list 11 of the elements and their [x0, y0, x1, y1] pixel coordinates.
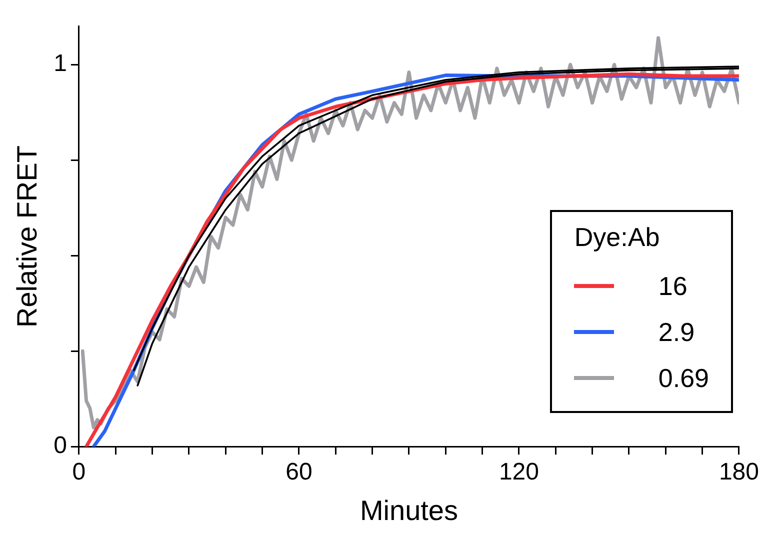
y-axis-title: Relative FRET [12, 145, 43, 328]
x-tick-label: 0 [72, 458, 86, 486]
legend-label: 0.69 [658, 362, 709, 394]
x-axis-title: Minutes [360, 494, 458, 526]
y-tick-label: 1 [54, 50, 67, 78]
x-tick-label: 120 [498, 458, 539, 486]
legend-label: 16 [658, 270, 688, 302]
x-tick-label: 180 [718, 458, 759, 486]
legend-label: 2.9 [658, 316, 695, 348]
legend-title: Dye:Ab [574, 222, 661, 253]
x-tick-label: 60 [286, 458, 312, 486]
